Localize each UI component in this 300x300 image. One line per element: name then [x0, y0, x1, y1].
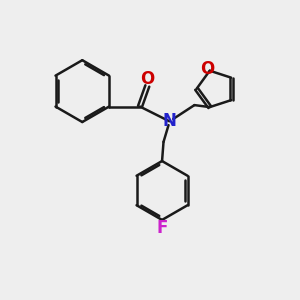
Text: O: O — [200, 60, 214, 78]
Text: N: N — [163, 112, 176, 130]
Text: O: O — [140, 70, 154, 88]
Text: F: F — [156, 219, 168, 237]
